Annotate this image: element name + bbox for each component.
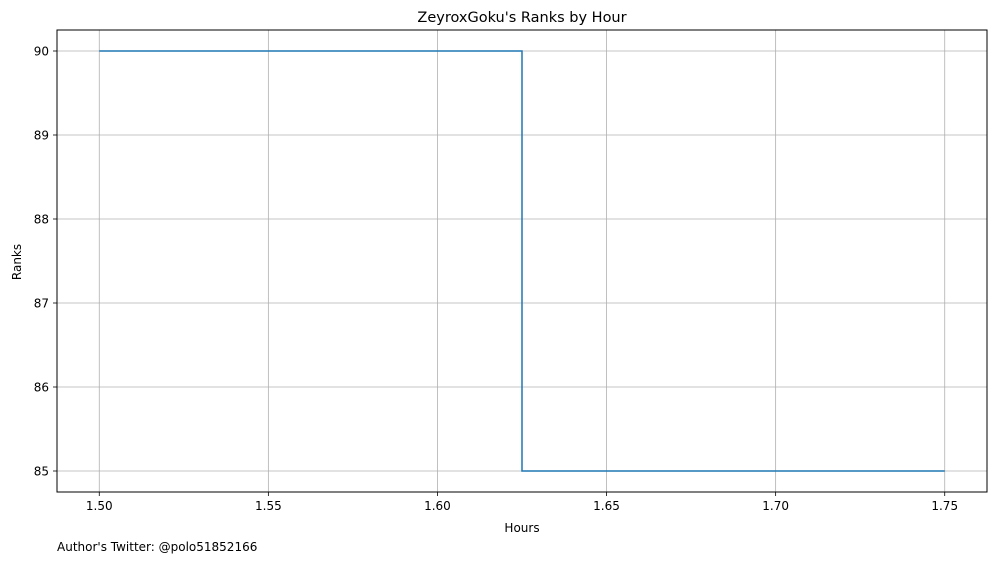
chart-title: ZeyroxGoku's Ranks by Hour (417, 10, 626, 26)
rank-step-line (99, 50, 945, 472)
plot-frame (56, 29, 988, 493)
x-tick-label: 1.60 (424, 499, 451, 513)
x-tick-label: 1.70 (762, 499, 789, 513)
y-tick-label: 89 (34, 129, 49, 143)
y-tick-label: 90 (34, 45, 49, 59)
y-tick-label: 85 (34, 465, 49, 479)
x-tick-label: 1.75 (931, 499, 958, 513)
y-axis-label: Ranks (10, 244, 24, 280)
author-footer: Author's Twitter: @polo51852166 (57, 540, 257, 554)
y-tick-label: 86 (34, 381, 49, 395)
y-tick-label: 87 (34, 297, 49, 311)
x-axis-label: Hours (504, 521, 539, 535)
series-layer (99, 50, 945, 472)
x-tick-label: 1.55 (255, 499, 282, 513)
y-axis-ticks: 85 86 87 88 89 90 (34, 45, 57, 479)
x-tick-label: 1.50 (86, 499, 113, 513)
y-tick-label: 88 (34, 213, 49, 227)
x-tick-label: 1.65 (593, 499, 620, 513)
x-axis-ticks: 1.50 1.55 1.60 1.65 1.70 1.75 (86, 492, 958, 513)
